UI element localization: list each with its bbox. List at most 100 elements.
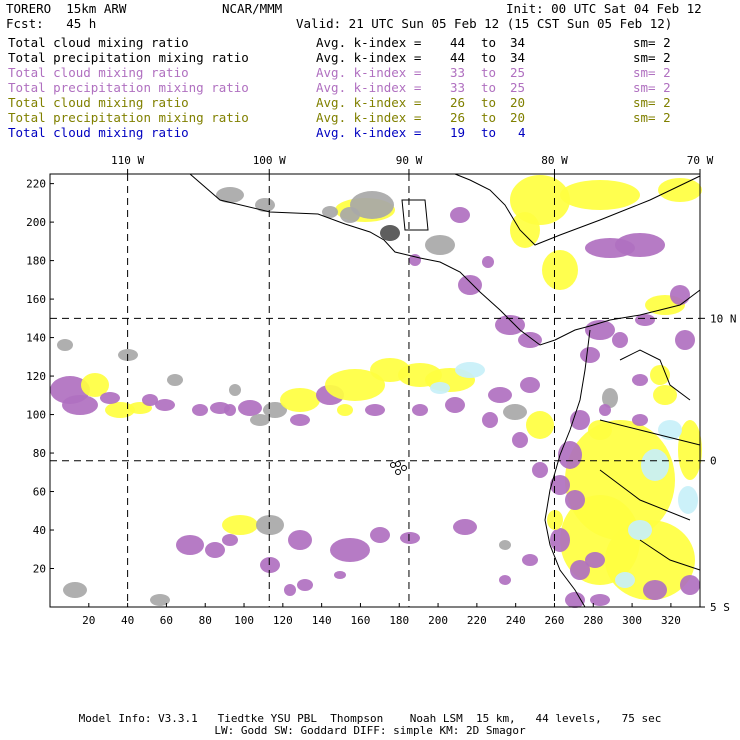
field-purple — [495, 315, 525, 335]
field-purple — [458, 275, 482, 295]
x-tick-label: 240 — [506, 614, 526, 627]
field-purple — [450, 207, 470, 223]
field-purple — [512, 432, 528, 448]
field-purple — [142, 394, 158, 406]
field-purple — [580, 347, 600, 363]
legend-to-word: to — [481, 95, 497, 110]
field-purple — [224, 404, 236, 416]
field-purple — [334, 571, 346, 579]
field-purple — [612, 332, 628, 348]
y-tick-label: 180 — [26, 255, 46, 268]
lon-label: 100 W — [253, 154, 286, 167]
legend-index-label: Avg. k-index = — [316, 65, 422, 80]
field-purple — [445, 397, 465, 413]
coastline — [544, 329, 591, 608]
legend-row: Total cloud mixing ratio Avg. k-index = 19… — [8, 125, 732, 140]
x-tick-label: 60 — [160, 614, 173, 627]
field-yellow — [653, 385, 677, 405]
x-tick-label: 280 — [583, 614, 603, 627]
field-gray — [499, 540, 511, 550]
coastline — [454, 173, 701, 246]
field-purple — [550, 475, 570, 495]
legend-field: Total precipitation mixing ratio — [8, 110, 249, 125]
x-tick-label: 220 — [467, 614, 487, 627]
field-purple — [615, 233, 665, 257]
x-tick-label: 200 — [428, 614, 448, 627]
legend-field: Total cloud mixing ratio — [8, 95, 189, 110]
field-yellow — [650, 365, 670, 385]
field-yellow — [547, 510, 563, 530]
legend-row: Total precipitation mixing ratio Avg. k-i… — [8, 110, 732, 125]
field-purple — [100, 392, 120, 404]
field-cyan — [455, 362, 485, 378]
field-gray — [340, 207, 360, 223]
legend-smoothing: sm= 2 — [633, 80, 671, 95]
field-gray — [57, 339, 73, 351]
field-purple — [284, 584, 296, 596]
lon-label: 90 W — [396, 154, 423, 167]
field-gray — [229, 384, 241, 396]
coastline — [401, 199, 429, 231]
legend-to: 4 — [518, 125, 526, 140]
legend-from: 26 — [450, 95, 466, 110]
lat-label: 0 — [710, 455, 717, 468]
field-cyan — [658, 420, 682, 440]
field-purple — [590, 594, 610, 606]
legend-row: Total precipitation mixing ratio Avg. k-i… — [8, 50, 732, 65]
legend-to: 20 — [510, 110, 526, 125]
field-yellow — [542, 250, 578, 290]
coastline — [639, 539, 701, 571]
field-purple — [365, 404, 385, 416]
legend-field: Total precipitation mixing ratio — [8, 50, 249, 65]
y-tick-label: 20 — [33, 563, 46, 576]
x-tick-label: 260 — [545, 614, 565, 627]
field-gray — [250, 414, 270, 426]
field-yellow — [280, 388, 320, 412]
legend-to: 25 — [510, 80, 526, 95]
legend-index-label: Avg. k-index = — [316, 50, 422, 65]
field-yellow — [678, 420, 702, 480]
legend-to-word: to — [481, 35, 497, 50]
x-tick-label: 20 — [82, 614, 95, 627]
field-yellow — [222, 515, 258, 535]
legend-index-label: Avg. k-index = — [316, 110, 422, 125]
x-tick-label: 100 — [234, 614, 254, 627]
field-purple — [330, 538, 370, 562]
field-purple — [297, 579, 313, 591]
model-info-line1: Model Info: V3.3.1 Tiedtke YSU PBL Thomp… — [78, 712, 662, 725]
field-cyan — [641, 449, 669, 481]
field-purple — [675, 330, 695, 350]
x-tick-label: 180 — [389, 614, 409, 627]
x-tick-label: 160 — [351, 614, 371, 627]
legend-index-label: Avg. k-index = — [316, 125, 422, 140]
legend-smoothing: sm= 2 — [633, 65, 671, 80]
coastline — [189, 173, 701, 346]
x-tick-label: 320 — [661, 614, 681, 627]
legend-from: 19 — [450, 125, 466, 140]
field-purple — [155, 399, 175, 411]
legend-to: 20 — [510, 95, 526, 110]
y-tick-label: 80 — [33, 447, 46, 460]
field-purple — [222, 534, 238, 546]
field-purple — [205, 542, 225, 558]
field-purple — [585, 552, 605, 568]
legend-smoothing: sm= 2 — [633, 95, 671, 110]
y-tick-label: 160 — [26, 293, 46, 306]
field-purple — [643, 580, 667, 600]
field-purple — [522, 554, 538, 566]
island — [395, 469, 401, 475]
lon-label: 70 W — [687, 154, 714, 167]
field-yellow — [337, 404, 353, 416]
field-purple — [370, 527, 390, 543]
legend-to-word: to — [481, 80, 497, 95]
model-title: TORERO 15km ARW — [6, 1, 127, 16]
init-time: Init: 00 UTC Sat 04 Feb 12 — [506, 1, 702, 16]
field-gray — [255, 198, 275, 212]
field-yellow — [81, 373, 109, 397]
lat-label: 5 S — [710, 601, 730, 614]
coastline — [599, 469, 691, 521]
plot-frame — [49, 173, 701, 608]
y-tick-label: 60 — [33, 486, 46, 499]
legend-smoothing: sm= 2 — [633, 110, 671, 125]
